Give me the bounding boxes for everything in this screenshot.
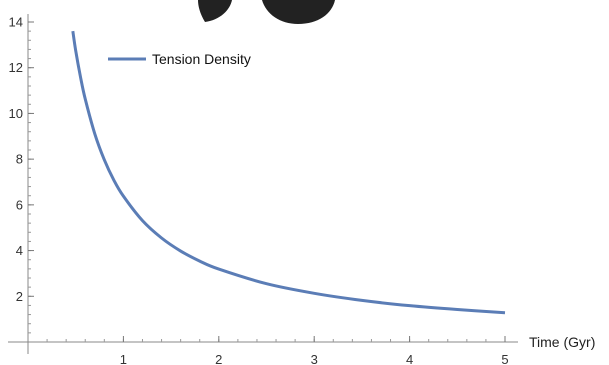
y-tick-label: 6	[16, 197, 23, 212]
legend: Tension Density	[108, 51, 251, 67]
y-tick-label: 14	[9, 15, 23, 30]
cropped-top-shape-right	[262, 0, 335, 24]
y-ticks: 2 4 6 8 10 12 14	[9, 15, 34, 304]
series-layer	[71, 30, 506, 315]
x-tick-label: 4	[406, 352, 413, 365]
x-tick-label: 3	[311, 352, 318, 365]
y-tick-label: 12	[9, 60, 23, 75]
x-tick-label: 1	[120, 352, 127, 365]
x-ticks: 1 2 3 4 5	[120, 336, 509, 365]
series-line-tension-density	[71, 30, 506, 315]
y-tick-label: 10	[9, 106, 23, 121]
x-tick-label: 2	[215, 352, 222, 365]
cropped-top-shape-left	[198, 0, 232, 22]
y-tick-label: 4	[16, 243, 23, 258]
y-tick-label: 2	[16, 289, 23, 304]
legend-label-tension-density: Tension Density	[152, 51, 251, 67]
y-tick-label: 8	[16, 152, 23, 167]
x-tick-label: 5	[501, 352, 508, 365]
x-axis-label: Time (Gyr)	[529, 334, 595, 350]
